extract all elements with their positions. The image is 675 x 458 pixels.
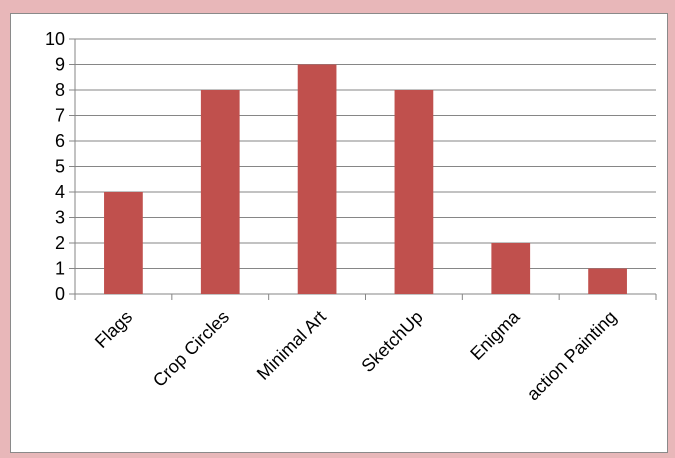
axes	[69, 38, 657, 300]
x-tick-label: Flags	[91, 307, 136, 352]
x-tick-label: Crop Circles	[149, 307, 233, 391]
bar-action-painting	[588, 268, 627, 294]
y-tick-labels: 0 1 2 3 4 5 6 7 8 9 10	[45, 29, 65, 304]
y-tick-label: 6	[55, 131, 65, 151]
y-tick-label: 0	[55, 284, 65, 304]
bar-sketchup	[394, 90, 434, 294]
y-tick-label: 8	[55, 80, 65, 100]
bars	[104, 64, 627, 294]
y-tick-label: 9	[55, 55, 65, 75]
gridlines	[75, 38, 656, 269]
y-tick-label: 5	[55, 157, 65, 177]
x-tick-label: action Painting	[523, 307, 621, 405]
bar-enigma	[491, 243, 531, 294]
y-tick-label: 3	[55, 208, 65, 228]
chart-area: 0 1 2 3 4 5 6 7 8 9 10 Flags Crop Circles Minimal Ar…	[10, 13, 668, 453]
bar-minimal-art	[297, 64, 337, 294]
y-tick-label: 10	[45, 29, 65, 49]
bar-chart: 0 1 2 3 4 5 6 7 8 9 10 Flags Crop Circles Minimal Ar…	[45, 29, 657, 404]
x-tick-label: Minimal Art	[253, 307, 330, 384]
x-tick-label: Enigma	[466, 306, 524, 364]
x-tick-label: SketchUp	[357, 307, 426, 376]
y-tick-label: 2	[55, 233, 65, 253]
y-tick-label: 1	[55, 259, 65, 279]
y-tick-label: 4	[55, 182, 65, 202]
y-tick-label: 7	[55, 106, 65, 126]
bar-flags	[104, 192, 143, 294]
bar-crop-circles	[200, 90, 240, 294]
x-tick-labels: Flags Crop Circles Minimal Art SketchUp Enig…	[91, 306, 620, 404]
